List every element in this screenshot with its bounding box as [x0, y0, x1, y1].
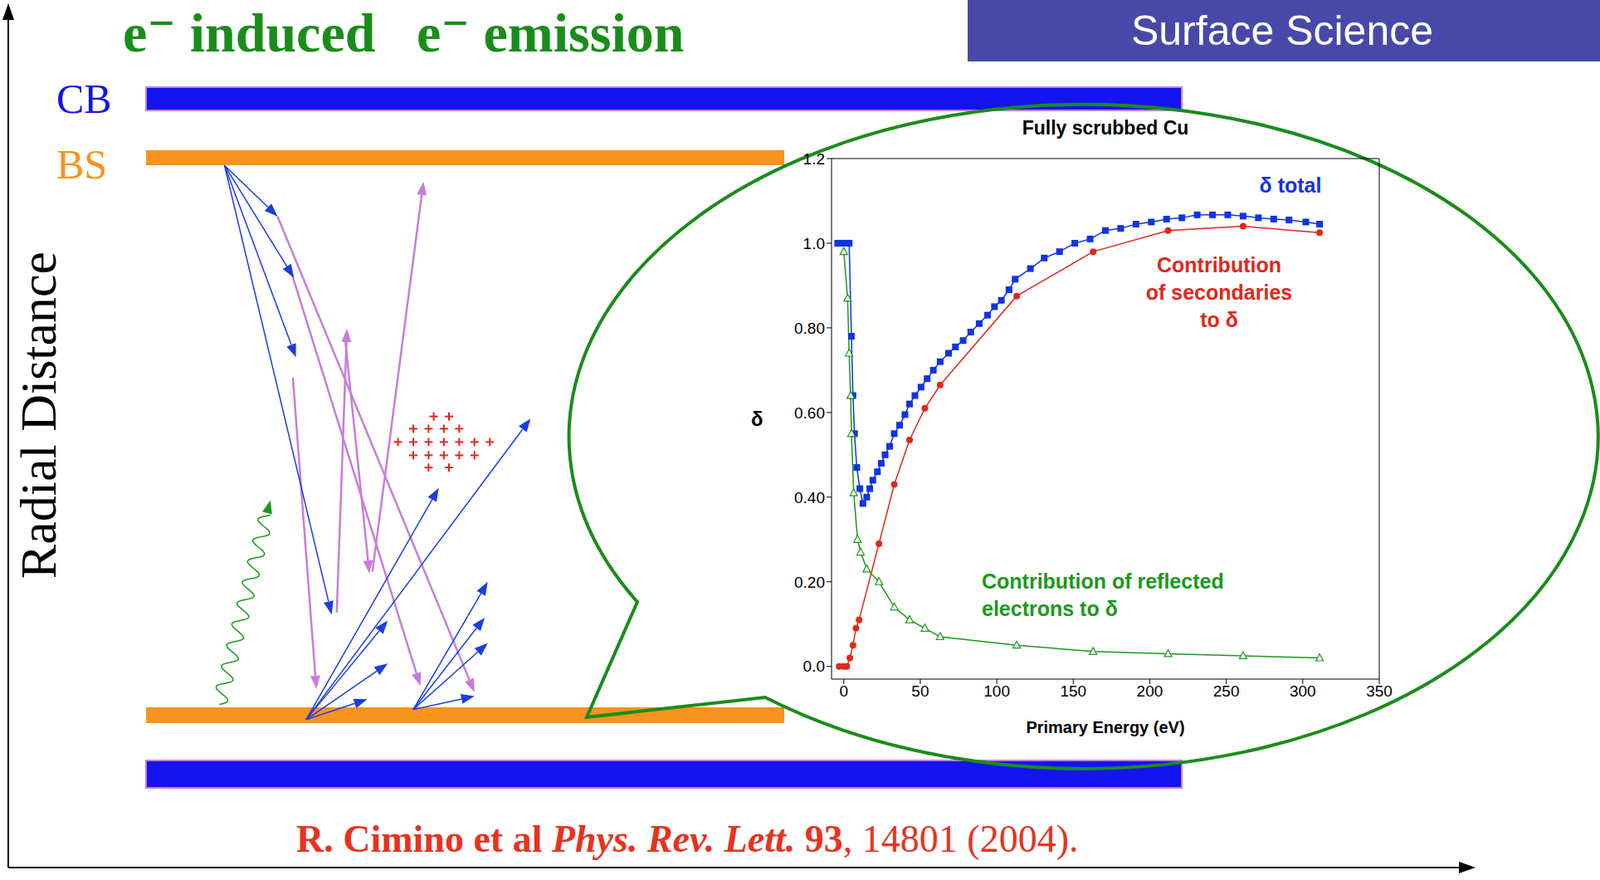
svg-text:CB: CB — [56, 75, 113, 122]
svg-text:50: 50 — [911, 682, 929, 700]
svg-text:1.0: 1.0 — [803, 234, 825, 253]
svg-text:Contribution of reflectedelect: Contribution of reflectedelectrons to δ — [981, 569, 1225, 620]
svg-text:250: 250 — [1213, 682, 1240, 700]
svg-text:0.20: 0.20 — [794, 573, 825, 591]
svg-text:0.60: 0.60 — [794, 404, 825, 422]
svg-text:0: 0 — [839, 682, 849, 700]
svg-text:350: 350 — [1365, 682, 1393, 700]
svg-text:Contributionof secondariesto δ: Contributionof secondariesto δ — [1146, 253, 1293, 332]
svg-text:R. Cimino et al Phys. Rev. Let: R. Cimino et al Phys. Rev. Lett. 93, 148… — [296, 817, 1079, 860]
svg-text:Radial Distance: Radial Distance — [9, 251, 67, 579]
svg-text:0.80: 0.80 — [794, 319, 825, 337]
svg-text:1.2: 1.2 — [803, 150, 825, 168]
svg-text:200: 200 — [1136, 682, 1164, 700]
svg-text:BS: BS — [56, 141, 108, 188]
svg-text:100: 100 — [983, 682, 1010, 700]
svg-text:0.40: 0.40 — [794, 488, 825, 507]
svg-text:Primary Energy (eV): Primary Energy (eV) — [1025, 717, 1185, 737]
svg-text:δ: δ — [751, 407, 764, 430]
svg-text:Surface Science: Surface Science — [1131, 7, 1434, 54]
svg-text:0.0: 0.0 — [803, 657, 825, 675]
svg-text:e⁻ induced e⁻ emission: e⁻ induced e⁻ emission — [122, 2, 685, 64]
svg-text:300: 300 — [1289, 682, 1317, 700]
svg-text:δ total: δ total — [1259, 173, 1322, 197]
svg-text:Fully scrubbed Cu: Fully scrubbed Cu — [1022, 117, 1190, 139]
svg-text:150: 150 — [1059, 682, 1087, 700]
